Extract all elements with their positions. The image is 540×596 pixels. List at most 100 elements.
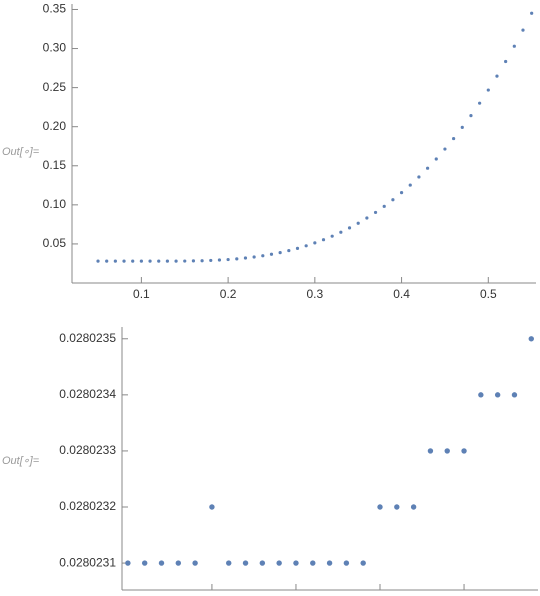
y-tick-label: 0.15 (43, 158, 67, 172)
data-point (200, 259, 204, 263)
data-point (382, 204, 386, 208)
y-tick-label: 0.0280232 (59, 499, 116, 513)
data-point (131, 259, 135, 263)
data-point (174, 259, 178, 263)
data-point (261, 254, 265, 258)
data-point (326, 560, 333, 566)
data-point (434, 157, 438, 161)
data-point (175, 560, 182, 566)
data-point (243, 256, 248, 260)
data-point (293, 560, 299, 566)
data-point (269, 252, 274, 256)
y-tick-label: 0.05 (43, 236, 67, 250)
data-point (391, 198, 395, 202)
out-label: Out[∘]= (2, 455, 40, 467)
data-point (360, 560, 366, 566)
data-point (444, 448, 450, 454)
data-point (313, 241, 317, 245)
y-tick-label: 0.0280231 (59, 555, 116, 569)
data-point (356, 221, 360, 225)
data-point (96, 259, 100, 263)
x-tick-label: 0.09 (452, 594, 476, 596)
data-point (252, 255, 256, 259)
data-point (148, 259, 152, 263)
x-tick-label: 0.4 (393, 287, 410, 301)
data-point (504, 59, 508, 64)
x-tick-label: 0.5 (480, 287, 497, 301)
data-point (512, 44, 516, 48)
data-point (460, 125, 464, 130)
data-point (141, 560, 148, 566)
data-point (478, 101, 482, 105)
data-point (330, 234, 334, 238)
data-point (494, 392, 501, 398)
x-tick-label: 0.08 (368, 594, 392, 596)
data-point (347, 226, 352, 230)
data-point (469, 114, 473, 118)
data-point (295, 246, 300, 250)
data-point (310, 560, 316, 566)
data-point (511, 392, 518, 398)
data-point (183, 259, 187, 263)
data-point (165, 259, 170, 263)
y-tick-label: 0.20 (43, 119, 67, 133)
data-point (452, 136, 456, 141)
data-point (105, 259, 109, 263)
data-point (276, 560, 282, 566)
data-point (259, 560, 266, 566)
data-point (235, 257, 239, 261)
x-tick-label: 0.1 (133, 287, 150, 301)
data-point (443, 147, 447, 151)
data-point (339, 230, 343, 234)
data-point (226, 560, 232, 566)
x-tick-label: 0.07 (284, 594, 308, 596)
data-point (486, 88, 490, 92)
data-point (192, 560, 198, 566)
data-point (209, 504, 215, 510)
data-point (287, 248, 291, 253)
data-point (478, 392, 484, 398)
data-point (113, 259, 117, 263)
data-point (226, 257, 230, 262)
y-tick-label: 0.10 (43, 197, 67, 211)
x-tick-label: 0.3 (306, 287, 323, 301)
data-point (139, 259, 143, 263)
out-label: Out[∘]= (2, 146, 40, 158)
data-point (427, 448, 434, 454)
data-point (209, 258, 213, 263)
data-point (425, 166, 430, 170)
y-tick-label: 0.0280233 (59, 443, 116, 457)
data-point (394, 504, 400, 510)
y-tick-label: 0.35 (43, 2, 67, 16)
data-point (399, 191, 404, 195)
data-point (122, 259, 126, 263)
data-point (495, 74, 499, 78)
data-point (461, 448, 467, 454)
data-point (158, 560, 165, 566)
y-tick-label: 0.0280235 (59, 331, 116, 345)
data-point (304, 244, 308, 248)
y-tick-label: 0.25 (43, 80, 67, 94)
data-point (417, 175, 421, 179)
data-point (217, 258, 222, 262)
data-point (191, 259, 196, 263)
data-point (521, 28, 525, 32)
y-tick-label: 0.30 (43, 41, 67, 55)
y-tick-label: 0.0280234 (59, 387, 116, 401)
data-point (321, 238, 326, 242)
data-point (408, 183, 412, 187)
data-point (157, 259, 161, 263)
data-point (125, 560, 131, 566)
data-point (373, 210, 378, 215)
x-tick-label: 0.06 (200, 594, 224, 596)
data-point (242, 560, 249, 566)
data-point (278, 250, 282, 255)
data-point (365, 216, 369, 220)
data-point (377, 504, 383, 510)
data-point (343, 560, 350, 566)
data-point (528, 336, 534, 342)
data-point (410, 504, 417, 510)
x-tick-label: 0.2 (220, 287, 237, 301)
data-point (530, 11, 534, 15)
